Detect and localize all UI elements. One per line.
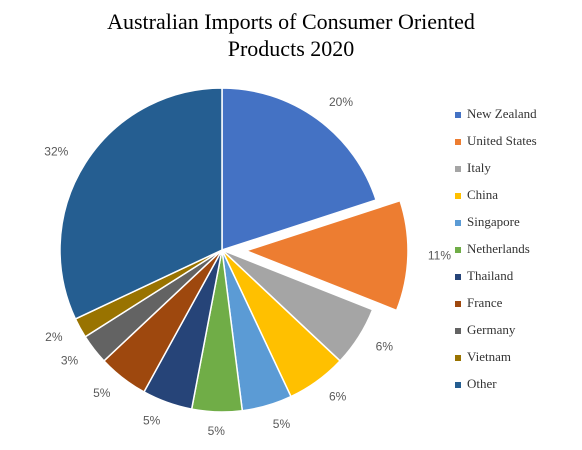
legend-label: Vietnam bbox=[467, 349, 511, 364]
legend-label: Germany bbox=[467, 322, 516, 337]
legend-label: Singapore bbox=[467, 214, 520, 229]
legend-label: Thailand bbox=[467, 268, 514, 283]
chart-title: Australian Imports of Consumer Oriented … bbox=[107, 9, 475, 61]
legend-marker bbox=[455, 382, 461, 388]
data-label: 20% bbox=[329, 95, 353, 109]
legend-label: France bbox=[467, 295, 503, 310]
data-label: 6% bbox=[329, 389, 347, 403]
legend-label: China bbox=[467, 187, 498, 202]
pie-slice bbox=[59, 87, 223, 320]
legend-label: Italy bbox=[467, 160, 491, 175]
legend-label: Netherlands bbox=[467, 241, 530, 256]
data-label: 11% bbox=[428, 249, 451, 263]
legend-marker bbox=[455, 166, 461, 172]
legend-marker bbox=[455, 139, 461, 145]
data-label: 5% bbox=[93, 386, 111, 400]
data-label: 6% bbox=[376, 340, 394, 354]
data-label: 5% bbox=[143, 413, 161, 427]
data-label: 5% bbox=[273, 417, 291, 431]
data-label: 2% bbox=[45, 330, 63, 344]
legend-marker bbox=[455, 220, 461, 226]
legend-marker bbox=[455, 301, 461, 307]
data-label: 32% bbox=[44, 145, 68, 159]
legend-label: Other bbox=[467, 376, 497, 391]
legend-marker bbox=[455, 112, 461, 118]
pie-slice bbox=[221, 87, 378, 252]
legend-marker bbox=[455, 274, 461, 280]
legend-label: New Zealand bbox=[467, 106, 537, 121]
legend-marker bbox=[455, 328, 461, 334]
legend-label: United States bbox=[467, 133, 537, 148]
data-label: 3% bbox=[61, 354, 79, 368]
legend-marker bbox=[455, 193, 461, 199]
pie-slice bbox=[243, 199, 409, 312]
legend-marker bbox=[455, 247, 461, 253]
legend-marker bbox=[455, 355, 461, 361]
data-label: 5% bbox=[208, 424, 226, 438]
